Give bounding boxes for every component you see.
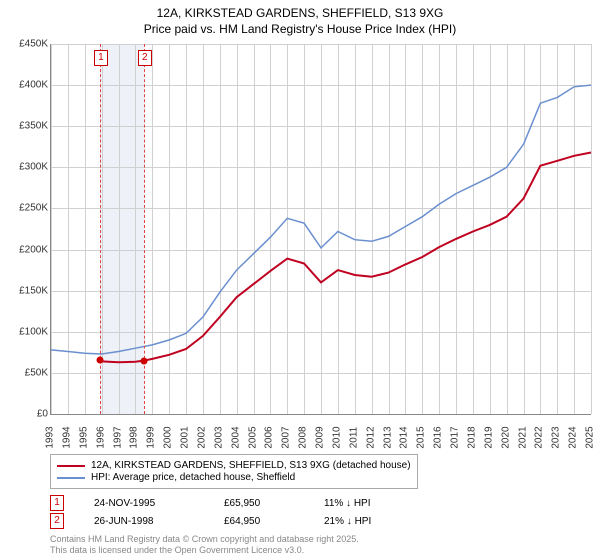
- x-tick-label: 2013: [382, 426, 393, 448]
- x-tick-label: 2000: [163, 426, 174, 448]
- sale-point: [140, 357, 147, 364]
- x-tick-label: 2025: [585, 426, 596, 448]
- event-index: 1: [50, 495, 64, 511]
- event-marker: 2: [138, 50, 152, 66]
- footer-line1: Contains HM Land Registry data © Crown c…: [50, 534, 359, 545]
- x-tick-label: 1996: [95, 426, 106, 448]
- event-row: 2 26-JUN-1998 £64,950 21% ↓ HPI: [50, 512, 444, 530]
- event-date: 26-JUN-1998: [94, 516, 224, 527]
- legend-item: 12A, KIRKSTEAD GARDENS, SHEFFIELD, S13 9…: [57, 460, 411, 471]
- event-price: £65,950: [224, 498, 324, 509]
- footer: Contains HM Land Registry data © Crown c…: [50, 534, 359, 556]
- x-tick-label: 2022: [534, 426, 545, 448]
- footer-line2: This data is licensed under the Open Gov…: [50, 545, 359, 556]
- chart-title: 12A, KIRKSTEAD GARDENS, SHEFFIELD, S13 9…: [0, 0, 600, 37]
- x-tick-label: 2011: [348, 427, 359, 449]
- x-tick-label: 1997: [112, 426, 123, 448]
- event-pct: 21% ↓ HPI: [324, 516, 444, 527]
- y-tick-label: £250K: [19, 203, 48, 214]
- y-tick-label: £50K: [25, 367, 48, 378]
- series-line: [51, 85, 591, 354]
- title-line2: Price paid vs. HM Land Registry's House …: [0, 22, 600, 38]
- x-tick-label: 2003: [213, 426, 224, 448]
- y-tick-label: £350K: [19, 121, 48, 132]
- event-pct: 11% ↓ HPI: [324, 498, 444, 509]
- x-tick-label: 2008: [298, 426, 309, 448]
- legend-swatch: [57, 465, 85, 467]
- x-tick-label: 2007: [281, 426, 292, 448]
- gridline-v: [591, 44, 592, 414]
- event-price: £64,950: [224, 516, 324, 527]
- x-tick-label: 2017: [450, 426, 461, 448]
- x-tick-label: 2018: [466, 426, 477, 448]
- series-line: [100, 153, 591, 363]
- x-tick-label: 1994: [61, 426, 72, 448]
- title-line1: 12A, KIRKSTEAD GARDENS, SHEFFIELD, S13 9…: [0, 6, 600, 22]
- y-tick-label: £100K: [19, 326, 48, 337]
- y-tick-label: £200K: [19, 244, 48, 255]
- y-tick-label: £400K: [19, 80, 48, 91]
- x-tick-label: 2019: [483, 426, 494, 448]
- legend-label: 12A, KIRKSTEAD GARDENS, SHEFFIELD, S13 9…: [91, 460, 411, 471]
- x-tick-label: 2012: [365, 426, 376, 448]
- legend-label: HPI: Average price, detached house, Shef…: [91, 472, 295, 483]
- events-table: 1 24-NOV-1995 £65,950 11% ↓ HPI 2 26-JUN…: [50, 494, 444, 530]
- x-tick-label: 1998: [129, 426, 140, 448]
- x-tick-label: 2005: [247, 426, 258, 448]
- x-tick-label: 1993: [45, 426, 56, 448]
- x-tick-label: 2021: [517, 426, 528, 448]
- legend-swatch: [57, 477, 85, 479]
- x-tick-label: 1999: [146, 426, 157, 448]
- plot-area: 12: [50, 44, 591, 415]
- x-tick-label: 2014: [399, 426, 410, 448]
- y-tick-label: £150K: [19, 285, 48, 296]
- x-tick-label: 2020: [500, 426, 511, 448]
- event-index: 2: [50, 513, 64, 529]
- sale-point: [96, 356, 103, 363]
- legend-item: HPI: Average price, detached house, Shef…: [57, 472, 411, 483]
- x-tick-label: 2023: [551, 426, 562, 448]
- y-tick-label: £300K: [19, 162, 48, 173]
- y-tick-label: £0: [37, 409, 48, 420]
- x-tick-label: 2006: [264, 426, 275, 448]
- y-tick-label: £450K: [19, 39, 48, 50]
- x-tick-label: 2010: [331, 426, 342, 448]
- chart-container: 12A, KIRKSTEAD GARDENS, SHEFFIELD, S13 9…: [0, 0, 600, 560]
- line-svg: [51, 44, 591, 414]
- x-tick-label: 2002: [196, 426, 207, 448]
- event-date: 24-NOV-1995: [94, 498, 224, 509]
- legend: 12A, KIRKSTEAD GARDENS, SHEFFIELD, S13 9…: [50, 454, 418, 489]
- x-tick-label: 1995: [78, 426, 89, 448]
- event-marker: 1: [94, 50, 108, 66]
- x-tick-label: 2009: [315, 426, 326, 448]
- x-tick-label: 2024: [568, 426, 579, 448]
- event-row: 1 24-NOV-1995 £65,950 11% ↓ HPI: [50, 494, 444, 512]
- x-tick-label: 2016: [433, 426, 444, 448]
- x-tick-label: 2015: [416, 426, 427, 448]
- x-tick-label: 2001: [180, 426, 191, 448]
- x-tick-label: 2004: [230, 426, 241, 448]
